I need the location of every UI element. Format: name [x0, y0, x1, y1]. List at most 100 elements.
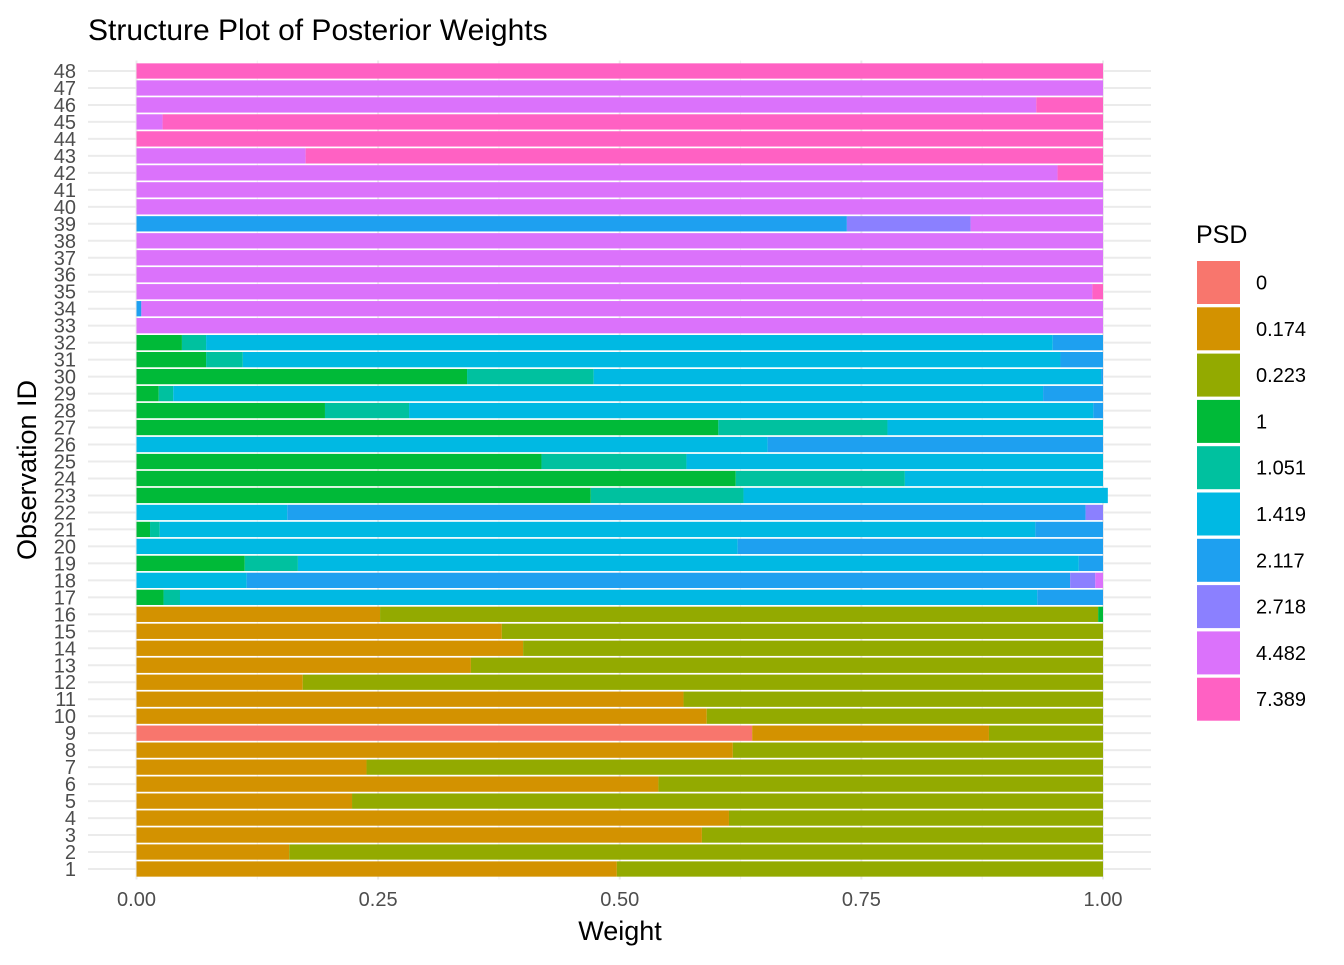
y-tick-label: 9: [65, 723, 76, 745]
bar-segment-obs-9-psd-0: [136, 725, 753, 741]
bar-segment-obs-39-psd-2.117: [136, 216, 847, 232]
bar-segment-obs-30-psd-1.419: [593, 368, 1102, 385]
bar-segment-obs-23-psd-1.051: [590, 487, 744, 504]
y-tick-label: 18: [54, 570, 76, 592]
bar-segment-obs-41-psd-4.482: [136, 182, 1103, 198]
bars-layer: [136, 63, 1108, 877]
bar-segment-obs-21-psd-1: [136, 521, 151, 538]
bar-segment-obs-3-psd-0.223: [701, 827, 1103, 843]
y-tick-label: 47: [54, 78, 76, 100]
bar-segment-obs-26-psd-2.117: [767, 436, 1103, 453]
bar-segment-obs-29-psd-1: [136, 385, 159, 402]
bar-segment-obs-14-psd-0.223: [523, 640, 1103, 656]
legend-swatch: [1197, 492, 1240, 536]
x-tick-label: 0.00: [117, 889, 156, 911]
bar-segment-obs-13-psd-0.174: [136, 657, 471, 673]
bar-segment-obs-18-psd-4.482: [1095, 572, 1103, 589]
bar-segment-obs-31-psd-1.419: [242, 351, 1061, 368]
y-tick-label: 23: [54, 485, 76, 507]
y-tick-label: 46: [54, 95, 76, 117]
bar-segment-obs-40-psd-4.482: [136, 199, 1103, 215]
x-tick-label: 0.75: [842, 889, 881, 911]
y-tick-label: 43: [54, 146, 76, 168]
bar-segment-obs-19-psd-1.051: [244, 555, 298, 572]
bar-segment-obs-5-psd-0.223: [352, 793, 1103, 809]
bar-segment-obs-18-psd-2.718: [1070, 572, 1096, 589]
bar-segment-obs-18-psd-1.419: [136, 572, 247, 589]
y-tick-label: 16: [54, 604, 76, 626]
legend-label: 0.174: [1256, 319, 1306, 341]
bar-segment-obs-4-psd-0.174: [136, 810, 729, 826]
bar-segment-obs-13-psd-0.223: [470, 657, 1103, 673]
bar-segment-obs-12-psd-0.223: [302, 674, 1103, 690]
legend-label: 1.419: [1256, 504, 1306, 526]
y-tick-label: 37: [54, 248, 76, 270]
bar-segment-obs-22-psd-1.419: [136, 504, 288, 521]
bar-segment-obs-39-psd-4.482: [970, 216, 1103, 232]
bar-segment-obs-21-psd-1.051: [150, 521, 160, 538]
bar-segment-obs-19-psd-2.117: [1078, 555, 1103, 572]
bar-segment-obs-32-psd-1.419: [206, 335, 1053, 351]
bar-segment-obs-35-psd-4.482: [136, 284, 1093, 300]
y-tick-label: 25: [54, 452, 76, 474]
bar-segment-obs-48-psd-7.389: [136, 63, 1103, 79]
bar-segment-obs-16-psd-0.174: [136, 606, 381, 622]
y-axis-label: Observation ID: [12, 380, 42, 560]
bar-segment-obs-17-psd-1: [136, 589, 164, 605]
bar-segment-obs-3-psd-0.174: [136, 827, 702, 843]
y-tick-label: 8: [65, 740, 76, 762]
bar-segment-obs-32-psd-1: [136, 335, 182, 351]
bar-segment-obs-47-psd-4.482: [136, 80, 1103, 96]
bar-segment-obs-25-psd-1: [136, 453, 542, 470]
bar-segment-obs-46-psd-4.482: [136, 97, 1037, 113]
bar-segment-obs-23-psd-1: [136, 487, 591, 504]
bar-segment-obs-28-psd-2.117: [1093, 402, 1103, 419]
bar-segment-obs-23-psd-1.419: [743, 487, 1108, 504]
bar-segment-obs-6-psd-0.223: [658, 776, 1103, 792]
bar-segment-obs-25-psd-1.051: [541, 453, 687, 470]
legend-label: 7.389: [1256, 689, 1306, 711]
legend-label: 4.482: [1256, 643, 1306, 665]
y-tick-label: 33: [54, 316, 76, 338]
bar-segment-obs-17-psd-1.051: [163, 589, 180, 605]
y-tick-label: 24: [54, 468, 76, 490]
bar-segment-obs-7-psd-0.174: [136, 759, 367, 775]
y-tick-label: 6: [65, 774, 76, 796]
bar-segment-obs-33-psd-4.482: [136, 318, 1103, 334]
bar-segment-obs-32-psd-2.117: [1052, 335, 1103, 351]
legend-swatch: [1197, 353, 1240, 397]
bar-segment-obs-2-psd-0.223: [289, 844, 1103, 860]
legend-swatch: [1197, 677, 1240, 721]
bar-segment-obs-29-psd-1.419: [173, 385, 1044, 402]
bar-segment-obs-24-psd-1.051: [735, 470, 905, 487]
bar-segment-obs-4-psd-0.223: [728, 810, 1103, 826]
bar-segment-obs-10-psd-0.223: [706, 708, 1103, 724]
bar-segment-obs-11-psd-0.223: [683, 691, 1103, 707]
bar-segment-obs-37-psd-4.482: [136, 250, 1103, 266]
x-tick-label: 0.25: [359, 889, 398, 911]
bar-segment-obs-17-psd-2.117: [1037, 589, 1103, 605]
bar-segment-obs-28-psd-1: [136, 402, 325, 419]
bar-segment-obs-24-psd-1.419: [904, 470, 1103, 487]
bar-segment-obs-45-psd-7.389: [162, 114, 1103, 130]
y-tick-label: 38: [54, 231, 76, 253]
y-tick-label: 12: [54, 672, 76, 694]
y-tick-labels: 1234567891011121314151617181920212223242…: [54, 61, 76, 881]
x-tick-labels: 0.00 0.25 0.50 0.75 1.00: [117, 889, 1122, 911]
y-tick-label: 45: [54, 112, 76, 134]
bar-segment-obs-30-psd-1.051: [467, 368, 594, 385]
bar-segment-obs-10-psd-0.174: [136, 708, 707, 724]
legend-label: 1.051: [1256, 458, 1306, 480]
bar-segment-obs-30-psd-2.117: [1101, 368, 1103, 385]
legend-swatch: [1197, 261, 1240, 304]
y-tick-label: 17: [54, 587, 76, 609]
y-tick-label: 20: [54, 536, 76, 558]
bar-segment-obs-8-psd-0.223: [732, 742, 1103, 758]
bar-segment-obs-35-psd-7.389: [1092, 284, 1103, 300]
bar-segment-obs-25-psd-1.419: [686, 453, 1103, 470]
bar-segment-obs-18-psd-2.117: [246, 572, 1071, 589]
y-tick-label: 31: [54, 350, 76, 372]
y-tick-label: 48: [54, 61, 76, 83]
y-tick-label: 3: [65, 825, 76, 847]
